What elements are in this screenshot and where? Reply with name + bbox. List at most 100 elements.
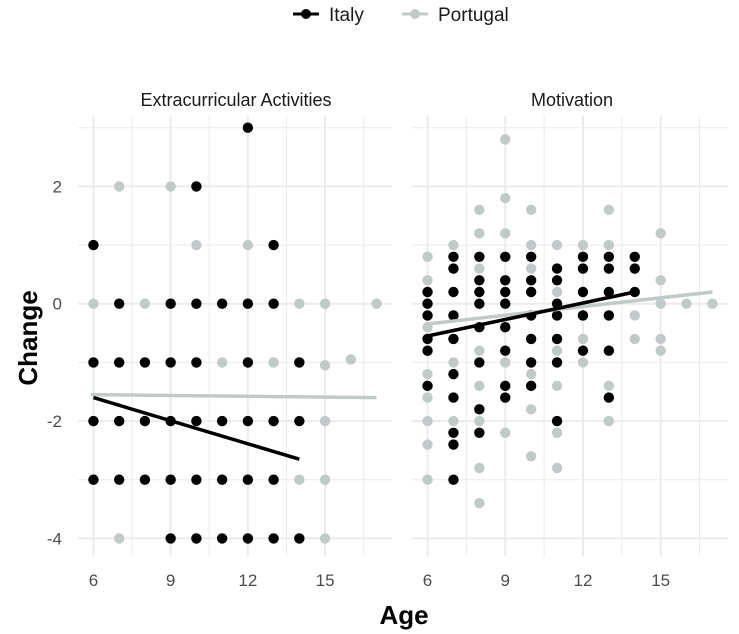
point-portugal [319, 360, 331, 371]
point-italy [551, 275, 563, 286]
point-portugal [422, 474, 433, 485]
point-portugal [525, 404, 537, 415]
point-italy [242, 298, 254, 309]
point-italy [500, 392, 511, 403]
point-italy [525, 357, 537, 368]
point-italy [603, 263, 615, 274]
point-portugal [113, 533, 125, 544]
point-italy [577, 286, 589, 298]
point-portugal [577, 239, 589, 251]
point-italy [165, 357, 176, 368]
point-portugal [113, 181, 125, 192]
point-portugal [474, 498, 485, 509]
point-italy [500, 380, 511, 392]
y-tick-label: -4 [47, 529, 62, 548]
point-italy [603, 345, 615, 356]
point-italy [191, 181, 202, 192]
point-italy [165, 533, 176, 544]
panel-motivation [412, 116, 728, 556]
point-italy [139, 474, 151, 485]
point-portugal [474, 204, 485, 216]
point-italy [474, 427, 485, 438]
point-portugal [500, 228, 511, 239]
point-italy [294, 415, 305, 427]
point-portugal [216, 357, 228, 368]
legend-key-italy-point [301, 9, 311, 19]
point-italy [448, 286, 459, 298]
x-tick-label: 9 [166, 571, 175, 590]
point-italy [577, 263, 589, 274]
point-italy [113, 357, 125, 368]
point-italy [525, 380, 537, 392]
point-italy [268, 239, 279, 251]
point-portugal [629, 333, 640, 345]
panel-title-motivation: Motivation [531, 90, 613, 110]
point-italy [551, 357, 563, 368]
x-tick-label: 15 [651, 571, 670, 590]
point-italy [422, 345, 433, 356]
point-portugal [500, 192, 511, 204]
panel-title-extracurricular: Extracurricular Activities [140, 90, 331, 110]
point-portugal [655, 345, 666, 356]
point-italy [139, 357, 151, 368]
point-portugal [139, 298, 151, 309]
point-italy [474, 298, 485, 309]
point-italy [165, 298, 176, 309]
point-italy [448, 474, 459, 485]
point-portugal [551, 345, 563, 356]
point-portugal [88, 298, 99, 309]
point-portugal [551, 239, 563, 251]
point-italy [216, 298, 228, 309]
point-portugal [422, 275, 433, 286]
point-portugal [319, 298, 331, 309]
x-tick-label: 9 [501, 571, 510, 590]
point-italy [474, 275, 485, 286]
point-italy [474, 357, 485, 368]
point-portugal [474, 345, 485, 356]
point-portugal [268, 357, 279, 368]
point-portugal [603, 239, 615, 251]
point-portugal [551, 427, 563, 438]
x-tick-label: 6 [423, 571, 432, 590]
point-italy [216, 533, 228, 544]
point-italy [88, 474, 99, 485]
x-axis-title: Age [379, 600, 428, 630]
point-italy [216, 474, 228, 485]
point-italy [474, 251, 485, 262]
point-italy [629, 263, 640, 274]
point-italy [191, 298, 202, 309]
point-portugal [422, 251, 433, 262]
point-portugal [422, 368, 433, 380]
point-italy [525, 251, 537, 262]
fit-line-portugal [424, 290, 713, 327]
point-portugal [422, 392, 433, 403]
point-italy [500, 298, 511, 309]
point-italy [191, 415, 202, 427]
point-portugal [191, 239, 202, 251]
point-portugal [655, 275, 666, 286]
point-italy [525, 286, 537, 298]
point-italy [422, 298, 433, 309]
point-italy [88, 415, 99, 427]
point-italy [113, 474, 125, 485]
point-italy [500, 275, 511, 286]
point-portugal [319, 474, 331, 485]
point-portugal [319, 415, 331, 427]
point-portugal [655, 228, 666, 239]
point-portugal [474, 462, 485, 474]
point-portugal [603, 380, 615, 392]
y-tick-label: -2 [47, 412, 62, 431]
fit-line-portugal [90, 392, 377, 400]
point-portugal [500, 427, 511, 438]
y-axis-ticks: -4 -2 0 2 [47, 177, 62, 548]
point-italy [294, 357, 305, 368]
point-italy [603, 251, 615, 262]
point-italy [242, 357, 254, 368]
x-tick-label: 15 [316, 571, 335, 590]
point-portugal [371, 298, 382, 309]
y-axis-title: Change [13, 290, 43, 385]
y-tick-label: 2 [53, 177, 62, 196]
point-italy [422, 286, 433, 298]
point-italy [88, 357, 99, 368]
